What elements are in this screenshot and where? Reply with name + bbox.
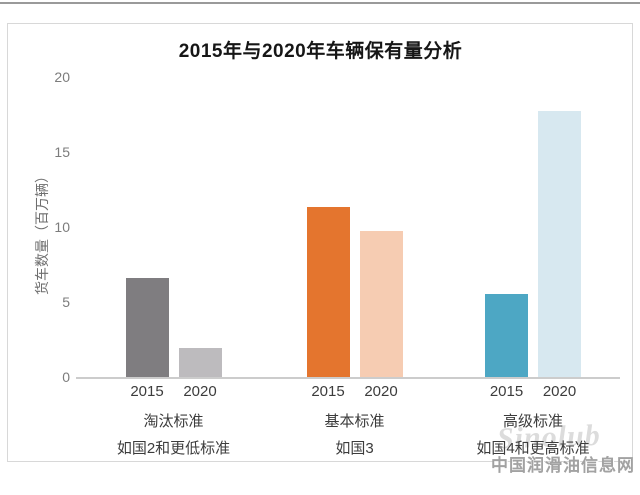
category-label-0: 淘汰标准如国2和更低标准 [59, 408, 289, 462]
x-tick-year-2015-cat2: 2015 [489, 383, 524, 400]
bar-2015-cat1 [306, 207, 350, 377]
y-tick-label-15: 15 [54, 144, 70, 160]
category-label-0-line1: 淘汰标准 [143, 413, 204, 430]
chart-title: 2015年与2020年车辆保有量分析 [178, 41, 463, 62]
category-label-2-line2: 如国4和更高标准 [476, 440, 590, 457]
bar-2020-cat2 [538, 111, 581, 377]
category-label-1: 基本标准如国3 [240, 408, 470, 462]
bar-2015-cat0 [125, 278, 169, 377]
bar-2020-cat1 [359, 231, 403, 377]
plot-area [83, 77, 620, 377]
watermark-site-name: 中国润滑油信息网 [491, 456, 635, 475]
x-tick-year-2020-cat1: 2020 [364, 383, 398, 400]
y-tick-label-10: 10 [54, 219, 70, 235]
category-label-1-line1: 基本标准 [324, 413, 385, 430]
y-tick-label-0: 0 [62, 369, 70, 385]
x-tick-year-2015-cat1: 2015 [311, 383, 345, 400]
y-tick-label-20: 20 [54, 69, 70, 85]
category-label-1-line2: 如国3 [335, 440, 374, 457]
y-tick-label-5: 5 [62, 294, 70, 310]
x-tick-year-2020-cat0: 2020 [183, 383, 217, 400]
top-divider-rule [0, 2, 640, 4]
x-tick-year-2015-cat0: 2015 [130, 383, 164, 400]
x-axis-line [83, 377, 620, 379]
bar-2015-cat2 [485, 294, 528, 377]
category-label-2: 高级标准如国4和更高标准 [418, 408, 640, 462]
bar-2020-cat0 [178, 348, 222, 377]
category-label-2-line1: 高级标准 [502, 413, 563, 430]
x-tick-year-2020-cat2: 2020 [542, 383, 577, 400]
category-label-0-line2: 如国2和更低标准 [116, 440, 231, 457]
zero-tick-mark [76, 377, 83, 379]
